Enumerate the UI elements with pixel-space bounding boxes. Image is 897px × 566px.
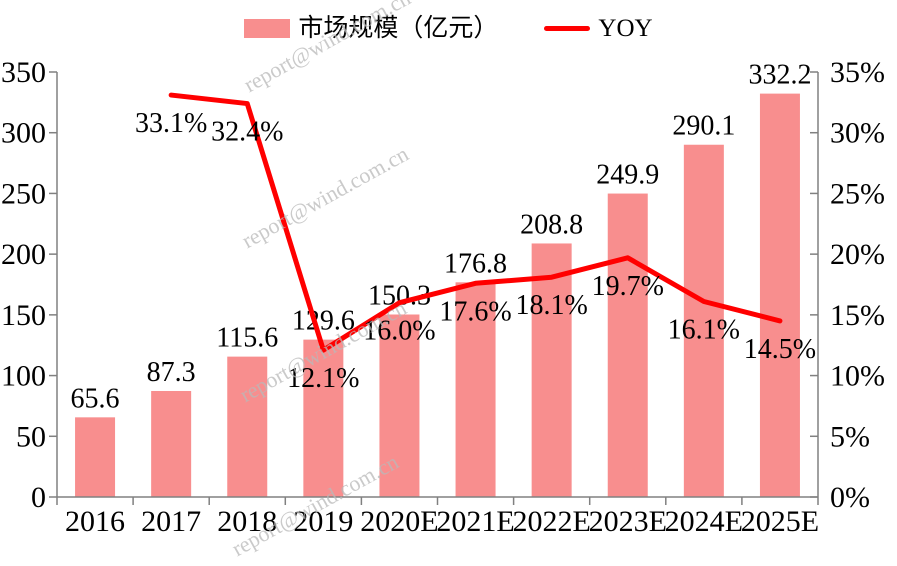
legend-label-market-size: 市场规模（亿元） xyxy=(298,15,499,42)
bar-value-label: 87.3 xyxy=(147,357,196,388)
bar-value-label: 129.6 xyxy=(292,306,355,337)
left-axis-tick-label: 250 xyxy=(1,177,46,210)
bar-2024E xyxy=(683,144,724,497)
bar-value-label: 290.1 xyxy=(672,111,735,142)
x-axis-category-label: 2023E xyxy=(589,505,667,538)
x-axis-category-label: 2019 xyxy=(293,505,353,538)
bar-2018 xyxy=(227,356,268,497)
yoy-value-label: 33.1% xyxy=(135,108,207,139)
legend-item-market-size: 市场规模（亿元） xyxy=(244,16,498,41)
bar-2025E xyxy=(759,93,800,497)
left-axis-tick-label: 200 xyxy=(1,238,46,271)
yoy-value-label: 16.0% xyxy=(363,316,435,347)
right-axis-tick-label: 5% xyxy=(830,420,870,453)
bar-2023E xyxy=(607,193,648,498)
bar-value-label: 249.9 xyxy=(596,160,659,191)
left-axis-tick-label: 50 xyxy=(16,420,46,453)
yoy-value-label: 19.7% xyxy=(592,271,664,302)
x-axis-category-label: 2020E xyxy=(360,505,438,538)
right-axis-tick-label: 30% xyxy=(830,117,885,150)
yoy-value-label: 18.1% xyxy=(515,290,587,321)
left-axis-tick-label: 150 xyxy=(1,299,46,332)
bar-2017 xyxy=(151,390,192,497)
left-axis-tick-label: 100 xyxy=(1,360,46,393)
bar-2019 xyxy=(303,339,344,497)
yoy-value-label: 16.1% xyxy=(668,315,740,346)
bar-value-label: 176.8 xyxy=(444,248,507,279)
yoy-value-label: 17.6% xyxy=(439,296,511,327)
right-axis-tick-label: 25% xyxy=(830,177,885,210)
bar-value-label: 332.2 xyxy=(748,60,811,91)
yoy-value-label: 12.1% xyxy=(287,363,359,394)
right-axis-tick-label: 15% xyxy=(830,299,885,332)
bar-2021E xyxy=(455,282,496,497)
right-axis-tick-label: 0% xyxy=(830,481,870,514)
bar-value-label: 208.8 xyxy=(520,209,583,240)
right-axis-tick-label: 10% xyxy=(830,360,885,393)
bar-series-swatch-icon xyxy=(244,19,291,38)
x-axis-category-label: 2017 xyxy=(141,505,201,538)
x-axis-category-label: 2018 xyxy=(217,505,277,538)
left-axis-tick-label: 0 xyxy=(31,481,46,514)
left-axis-tick-label: 300 xyxy=(1,117,46,150)
x-axis-category-label: 2021E xyxy=(436,505,514,538)
legend-label-yoy: YOY xyxy=(598,15,653,42)
line-series-swatch-icon xyxy=(544,26,591,31)
bar-2020E xyxy=(379,314,420,497)
bar-value-label: 65.6 xyxy=(71,383,120,414)
x-axis-category-label: 2024E xyxy=(665,505,743,538)
bar-2016 xyxy=(75,417,116,497)
x-axis-category-label: 2016 xyxy=(65,505,125,538)
yoy-line xyxy=(168,92,783,353)
right-axis-tick-label: 20% xyxy=(830,238,885,271)
yoy-value-label: 32.4% xyxy=(211,117,283,148)
right-axis-tick-label: 35% xyxy=(830,56,885,89)
bar-2022E xyxy=(531,243,572,497)
x-axis-category-label: 2022E xyxy=(512,505,590,538)
bar-value-label: 115.6 xyxy=(216,323,278,354)
chart-legend: 市场规模（亿元） YOY xyxy=(0,16,897,41)
legend-item-yoy: YOY xyxy=(544,15,653,42)
x-axis-category-label: 2025E xyxy=(741,505,819,538)
left-axis-tick-label: 350 xyxy=(1,56,46,89)
yoy-value-label: 14.5% xyxy=(744,334,816,365)
